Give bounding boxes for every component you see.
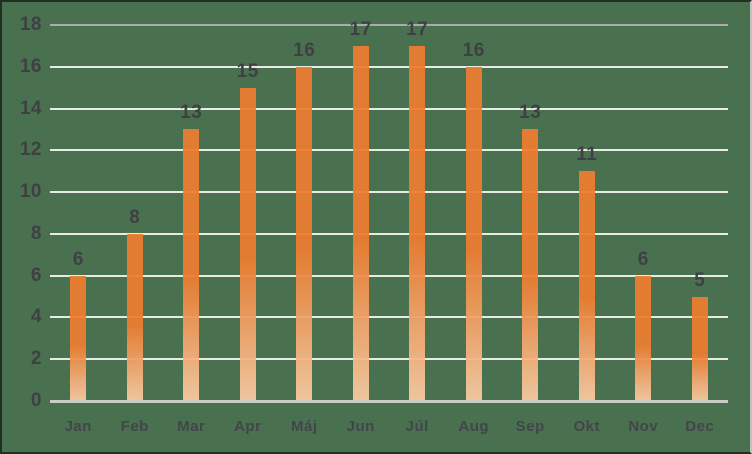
bar-value-label: 15 <box>236 60 259 82</box>
bar <box>691 296 708 401</box>
bar <box>296 66 313 401</box>
bar-value-label: 11 <box>576 144 598 166</box>
x-tick-label: Aug <box>458 418 490 435</box>
gridline <box>50 24 728 26</box>
x-tick-label: Apr <box>234 418 262 435</box>
x-tick-label: Sep <box>515 418 545 435</box>
y-tick-label: 12 <box>19 139 42 161</box>
x-tick-label: Jun <box>346 418 375 435</box>
bar-value-label: 8 <box>129 206 141 228</box>
bar-value-label: 6 <box>72 248 84 270</box>
y-tick-label: 18 <box>19 14 42 35</box>
x-tick-label: Mar <box>177 418 206 435</box>
y-tick-label: 6 <box>30 264 42 286</box>
bar-value-label: 13 <box>519 102 542 124</box>
bar-value-label: 17 <box>406 18 429 40</box>
y-tick-label: 4 <box>30 306 42 328</box>
x-tick-label: Dec <box>685 418 715 435</box>
bar-value-label: 17 <box>349 18 372 40</box>
bar-value-label: 13 <box>180 102 203 124</box>
gridline <box>50 65 728 68</box>
y-tick-label: 2 <box>30 348 42 370</box>
bar <box>465 66 482 401</box>
x-tick-label: Nov <box>628 418 659 435</box>
gridline <box>50 107 728 110</box>
bar <box>239 87 256 401</box>
gridline <box>50 149 728 152</box>
x-tick-label: Jan <box>64 418 92 435</box>
bar <box>522 129 539 401</box>
bar <box>578 171 595 401</box>
x-tick-label: Okt <box>573 418 601 435</box>
x-axis-baseline <box>50 400 728 403</box>
bar-value-label: 6 <box>637 248 649 270</box>
gridline <box>50 191 728 194</box>
x-tick-label: Júl <box>405 418 429 435</box>
bar <box>183 129 200 401</box>
bar <box>70 275 87 401</box>
x-tick-label: Feb <box>120 418 149 435</box>
bar-value-label: 16 <box>462 39 485 61</box>
bar <box>409 45 426 401</box>
x-tick-label: Máj <box>290 418 318 435</box>
y-tick-label: 10 <box>19 181 42 203</box>
bar <box>635 275 652 401</box>
bar <box>352 45 369 401</box>
y-tick-label: 16 <box>19 55 42 77</box>
gridline <box>50 358 728 361</box>
y-tick-label: 8 <box>30 222 42 244</box>
y-tick-label: 0 <box>30 390 42 411</box>
bar-value-label: 16 <box>293 39 316 61</box>
y-tick-label: 14 <box>19 97 42 119</box>
gridline <box>50 316 728 319</box>
gridline <box>50 232 728 235</box>
bar <box>126 233 143 401</box>
bar-value-label: 5 <box>694 269 706 291</box>
gridline <box>50 274 728 277</box>
